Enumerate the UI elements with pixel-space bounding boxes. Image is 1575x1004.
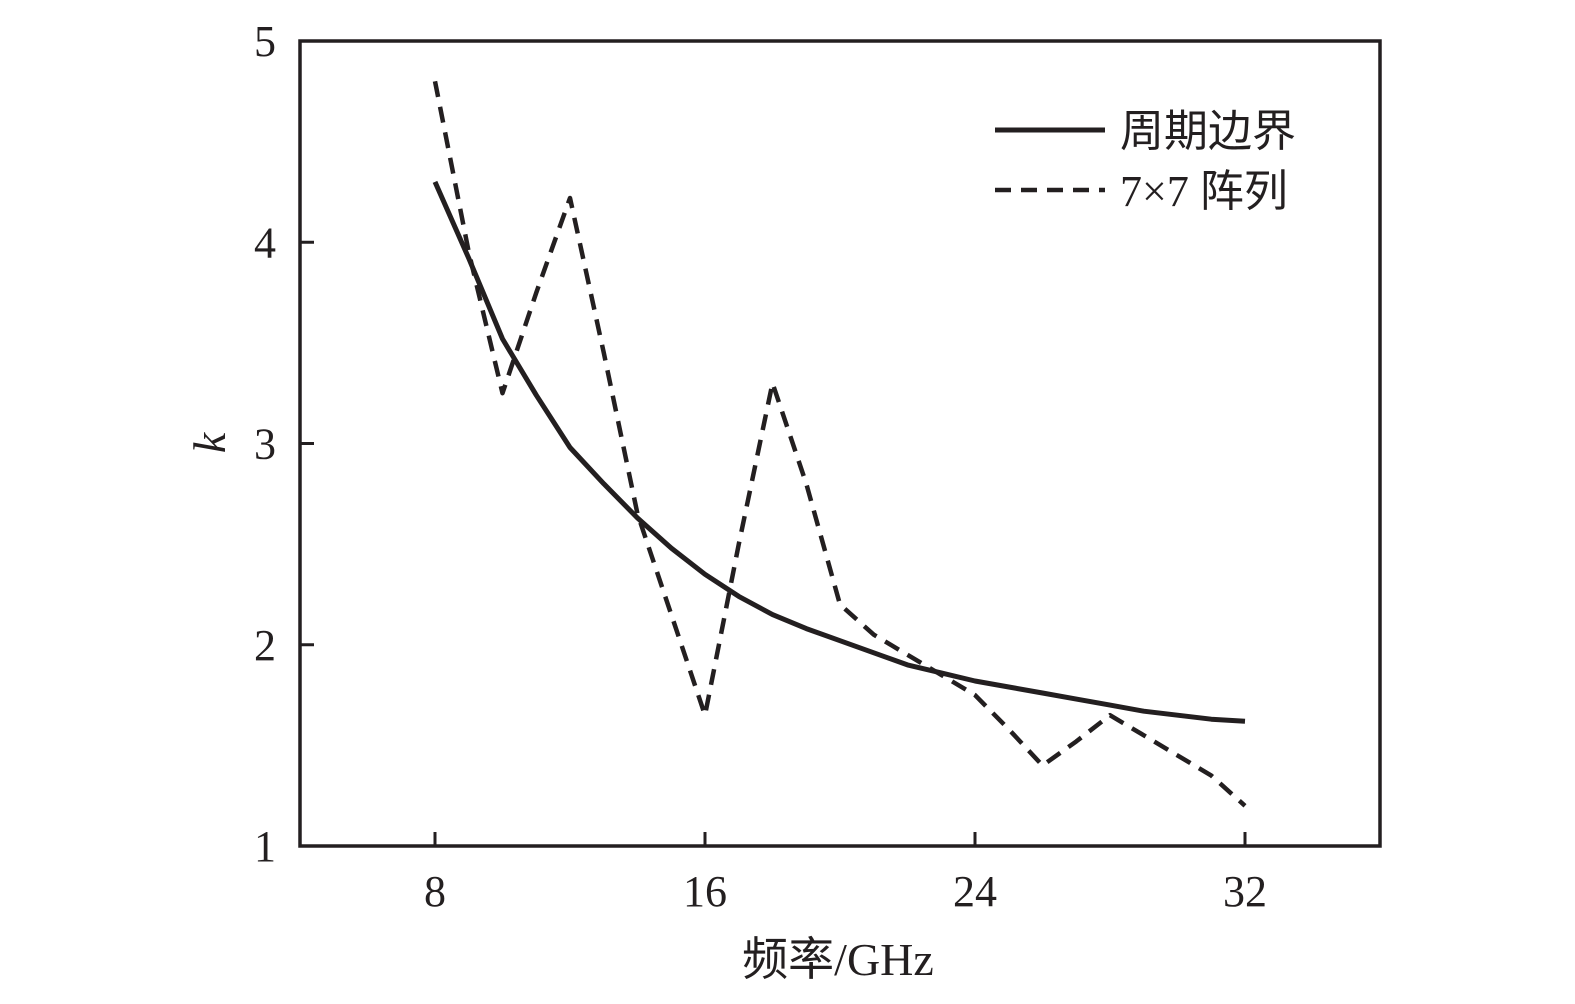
legend: 周期边界 7×7 阵列	[995, 107, 1296, 216]
series-lines	[432, 80, 1247, 808]
y-axis-label: k	[184, 431, 235, 453]
y-tick-label: 3	[254, 420, 276, 469]
x-axis-label: 频率/GHz	[742, 934, 934, 985]
legend-label: 7×7 阵列	[1120, 167, 1288, 216]
axis-ticks	[300, 39, 1247, 848]
series-line-periodic-boundary	[432, 180, 1246, 724]
y-tick-label: 5	[254, 17, 276, 66]
y-tick-label: 2	[254, 621, 276, 670]
legend-label: 周期边界	[1120, 107, 1296, 156]
x-tick-label: 8	[424, 867, 446, 916]
x-tick-label: 24	[953, 867, 997, 916]
axis-tick-labels: 8 16 24 32 1 2 3 4 5	[254, 17, 1267, 916]
series-line-array-7x7	[432, 80, 1247, 808]
plot-frame	[298, 39, 1382, 848]
y-tick-label: 1	[254, 822, 276, 871]
x-tick-label: 16	[683, 867, 727, 916]
x-tick-label: 32	[1223, 867, 1267, 916]
y-tick-label: 4	[254, 218, 276, 267]
